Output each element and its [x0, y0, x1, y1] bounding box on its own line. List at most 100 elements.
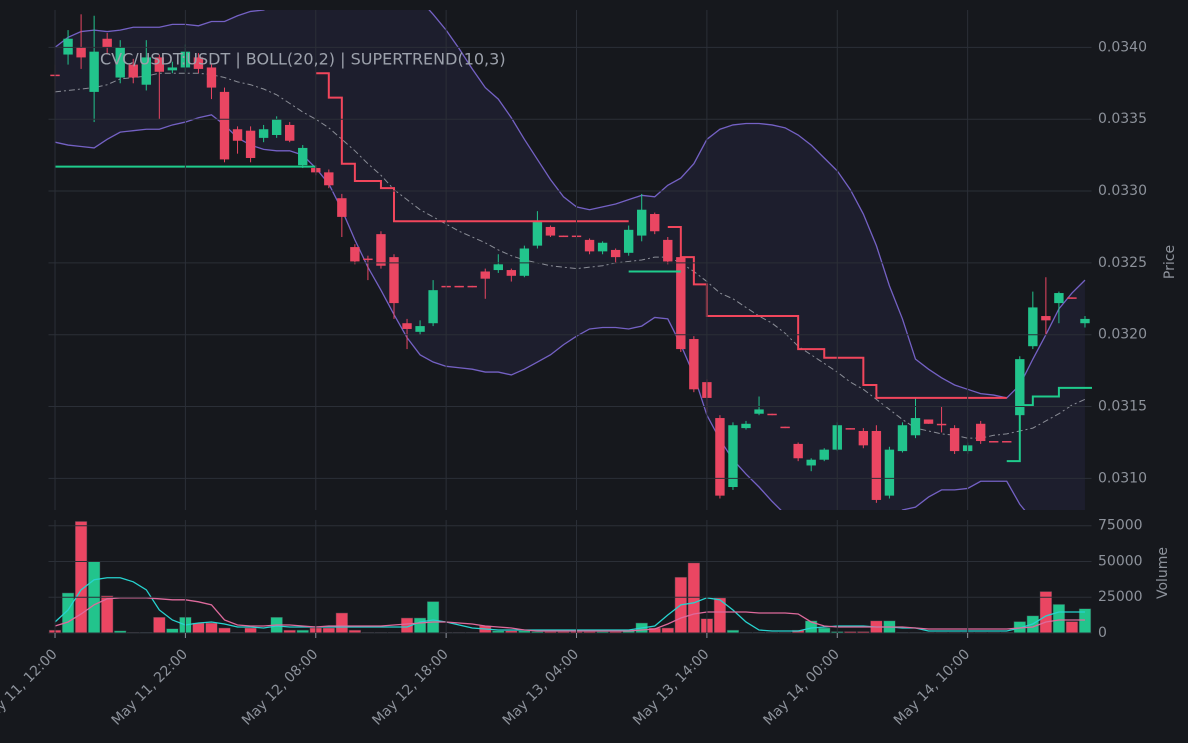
volume-bar: [413, 617, 427, 633]
band-fill: [55, 10, 1085, 510]
candle-body: [715, 418, 725, 496]
volume-bar: [1039, 591, 1052, 633]
candle-body: [1080, 318, 1090, 324]
candle-body: [754, 409, 764, 414]
candle-body: [350, 247, 360, 262]
candle-body: [154, 57, 165, 72]
volume-bar: [518, 630, 531, 633]
candle-body: [428, 290, 438, 324]
candle-body: [741, 423, 751, 429]
y-axis-label: Price: [1162, 245, 1178, 279]
volume-bar: [1052, 604, 1066, 633]
candle-body: [480, 271, 490, 279]
y-tick-label: 0.0315: [1098, 399, 1147, 415]
candle-body: [584, 239, 595, 252]
candle-body: [689, 339, 699, 390]
volume-bar: [661, 627, 674, 633]
candle-body: [532, 221, 543, 246]
candle-body: [76, 47, 86, 58]
candle-body: [1028, 307, 1038, 347]
volume-bar: [218, 627, 231, 633]
candle-body: [454, 285, 464, 288]
candle-body: [219, 91, 230, 160]
candle-body: [558, 235, 569, 238]
volume-bar: [244, 627, 257, 633]
candle-body: [506, 270, 517, 276]
volume-bar: [844, 631, 857, 633]
candle-body: [389, 257, 399, 304]
candle-body: [1002, 441, 1012, 443]
candle-body: [545, 226, 556, 236]
volume-bar: [426, 601, 440, 633]
candle-body: [402, 323, 412, 329]
y-tick-label: 0: [1098, 625, 1107, 641]
candle-body: [728, 425, 738, 488]
candle-body: [232, 129, 243, 141]
candle-body: [845, 428, 855, 430]
candle-body: [285, 124, 295, 141]
y-tick-label: 0.0310: [1098, 470, 1147, 486]
y-tick-label: 25000: [1098, 589, 1143, 605]
volume-bar: [153, 617, 166, 633]
candle-body: [858, 430, 869, 446]
candle-body: [897, 425, 908, 452]
candle-body: [115, 47, 125, 78]
candle-body: [884, 449, 895, 496]
candle-body: [989, 441, 999, 443]
candle-body: [519, 248, 530, 276]
candle-body: [415, 326, 425, 332]
candle-body: [975, 423, 986, 442]
candle-body: [936, 423, 947, 426]
volume-bar: [114, 630, 127, 633]
candle-body: [63, 38, 73, 55]
volume-bar: [492, 630, 505, 633]
y-tick-label: 75000: [1098, 518, 1143, 534]
indicator-line: [54, 10, 1086, 399]
candle-body: [923, 419, 934, 424]
volume-bar: [818, 627, 831, 633]
candle-body: [141, 57, 151, 85]
volume-bar: [505, 630, 518, 633]
y-axis-label: Volume: [1155, 547, 1171, 599]
candle-body: [597, 242, 608, 252]
y-tick-label: 0.0320: [1098, 327, 1147, 343]
volume-bar: [192, 622, 205, 633]
candle-body: [167, 67, 178, 71]
volume-bar: [857, 631, 870, 633]
volume-bar: [322, 627, 335, 633]
volume-bar: [687, 562, 700, 633]
candle-body: [637, 209, 647, 236]
candle-body: [767, 413, 777, 416]
candle-body: [780, 426, 790, 429]
indicator-line: [54, 72, 1086, 439]
candle-body: [467, 285, 477, 288]
candle-body: [793, 443, 803, 459]
candle-body: [1041, 316, 1051, 321]
volume-bar: [205, 622, 218, 633]
candle-body: [376, 234, 386, 266]
candle-body: [819, 449, 829, 460]
volume-bar: [1065, 621, 1079, 633]
candle-body: [128, 64, 138, 78]
candle-body: [193, 57, 204, 69]
candle-body: [1015, 359, 1025, 416]
volume-bar: [166, 628, 179, 633]
y-tick-label: 0.0340: [1098, 39, 1147, 55]
candle-body: [271, 119, 282, 135]
indicator-line: [54, 597, 1085, 632]
volume-bar: [400, 617, 414, 633]
candle-body: [1054, 293, 1064, 304]
chart-title: CVC/USDT:USDT | BOLL(20,2) | SUPERTREND(…: [100, 50, 506, 69]
candle-body: [610, 249, 621, 258]
candle-body: [1067, 297, 1077, 299]
volume-bar: [335, 612, 348, 633]
candle-body: [324, 172, 334, 186]
candle-body: [102, 38, 112, 48]
candle-body: [663, 239, 673, 262]
candle-body: [206, 67, 217, 88]
candle-body: [910, 418, 921, 436]
candle-body: [89, 51, 99, 92]
